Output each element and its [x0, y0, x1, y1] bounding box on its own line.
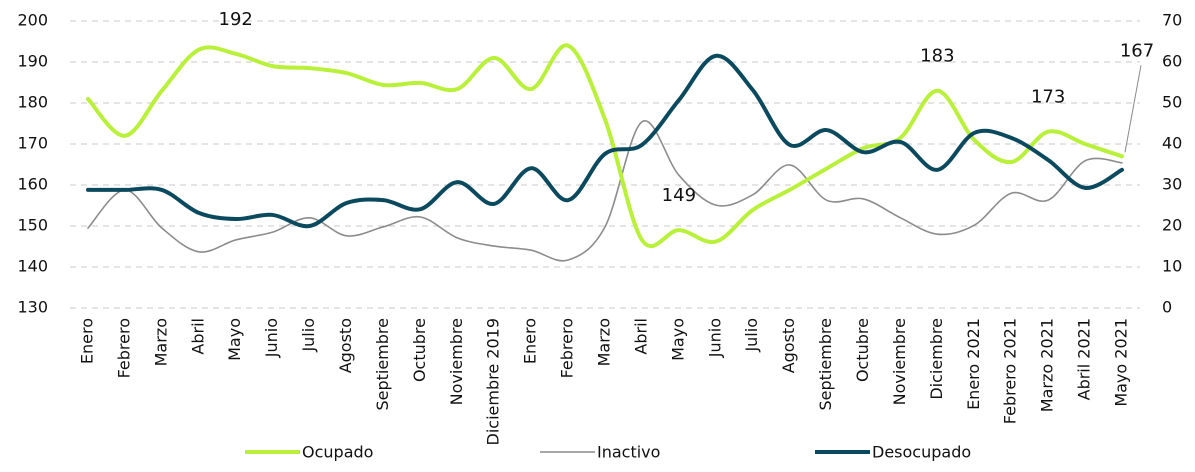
- y2-tick-label: 60: [1162, 52, 1182, 71]
- legend-label: Ocupado: [302, 443, 373, 462]
- x-tick-label: Julio: [299, 318, 318, 353]
- y2-tick-label: 30: [1162, 175, 1182, 194]
- x-tick-label: Junio: [705, 318, 724, 358]
- leader-line: [1124, 65, 1142, 153]
- x-tick-label: Mayo 2021: [1112, 318, 1131, 407]
- x-tick-label: Abril: [631, 318, 650, 355]
- legend-label: Inactivo: [597, 443, 660, 462]
- y-tick-label: 150: [17, 216, 48, 235]
- x-tick-label: Agosto: [336, 318, 355, 373]
- x-tick-label: Agosto: [779, 318, 798, 373]
- series-line: [87, 120, 1123, 262]
- y2-tick-label: 20: [1162, 216, 1182, 235]
- x-tick-label: Marzo: [595, 318, 614, 366]
- x-tick-label: Enero: [521, 318, 540, 364]
- x-tick-label: Enero 2021: [964, 318, 983, 410]
- value-label: 167: [1120, 40, 1154, 61]
- x-tick-label: Octubre: [853, 318, 872, 382]
- x-tick-label: Noviembre: [447, 318, 466, 405]
- y2-tick-label: 50: [1162, 93, 1182, 112]
- x-tick-label: Marzo: [151, 318, 170, 366]
- y-tick-label: 200: [17, 11, 48, 30]
- y2-tick-label: 40: [1162, 134, 1182, 153]
- x-tick-label: Julio: [742, 318, 761, 353]
- x-tick-label: Enero: [78, 318, 97, 364]
- legend-label: Desocupado: [872, 443, 971, 462]
- x-tick-label: Abril: [188, 318, 207, 355]
- y2-tick-label: 70: [1162, 11, 1182, 30]
- series-line: [86, 53, 1124, 229]
- x-tick-label: Febrero: [114, 318, 133, 378]
- y2-tick-label: 10: [1162, 257, 1182, 276]
- x-tick-label: Junio: [262, 318, 281, 358]
- x-tick-label: Abril 2021: [1075, 318, 1094, 400]
- y-tick-label: 130: [17, 298, 48, 317]
- x-tick-label: Mayo: [225, 318, 244, 361]
- x-tick-label: Noviembre: [890, 318, 909, 405]
- value-label: 183: [920, 46, 954, 67]
- x-tick-label: Mayo: [668, 318, 687, 361]
- value-label: 173: [1031, 87, 1065, 108]
- y-tick-label: 180: [17, 93, 48, 112]
- x-tick-label: Febrero 2021: [1001, 318, 1020, 424]
- value-label: 149: [662, 185, 696, 206]
- x-tick-label: Diciembre 2019: [484, 318, 503, 445]
- x-tick-label: Diciembre: [927, 318, 946, 400]
- y-tick-label: 170: [17, 134, 48, 153]
- y-tick-label: 190: [17, 52, 48, 71]
- y-tick-label: 140: [17, 257, 48, 276]
- series-line: [86, 43, 1124, 249]
- y2-tick-label: 0: [1162, 298, 1172, 317]
- x-tick-label: Septiembre: [816, 318, 835, 411]
- value-label: 192: [219, 9, 253, 30]
- y-tick-label: 160: [17, 175, 48, 194]
- x-tick-label: Septiembre: [373, 318, 392, 411]
- x-tick-label: Marzo 2021: [1038, 318, 1057, 412]
- x-tick-label: Febrero: [558, 318, 577, 378]
- x-tick-label: Octubre: [410, 318, 429, 382]
